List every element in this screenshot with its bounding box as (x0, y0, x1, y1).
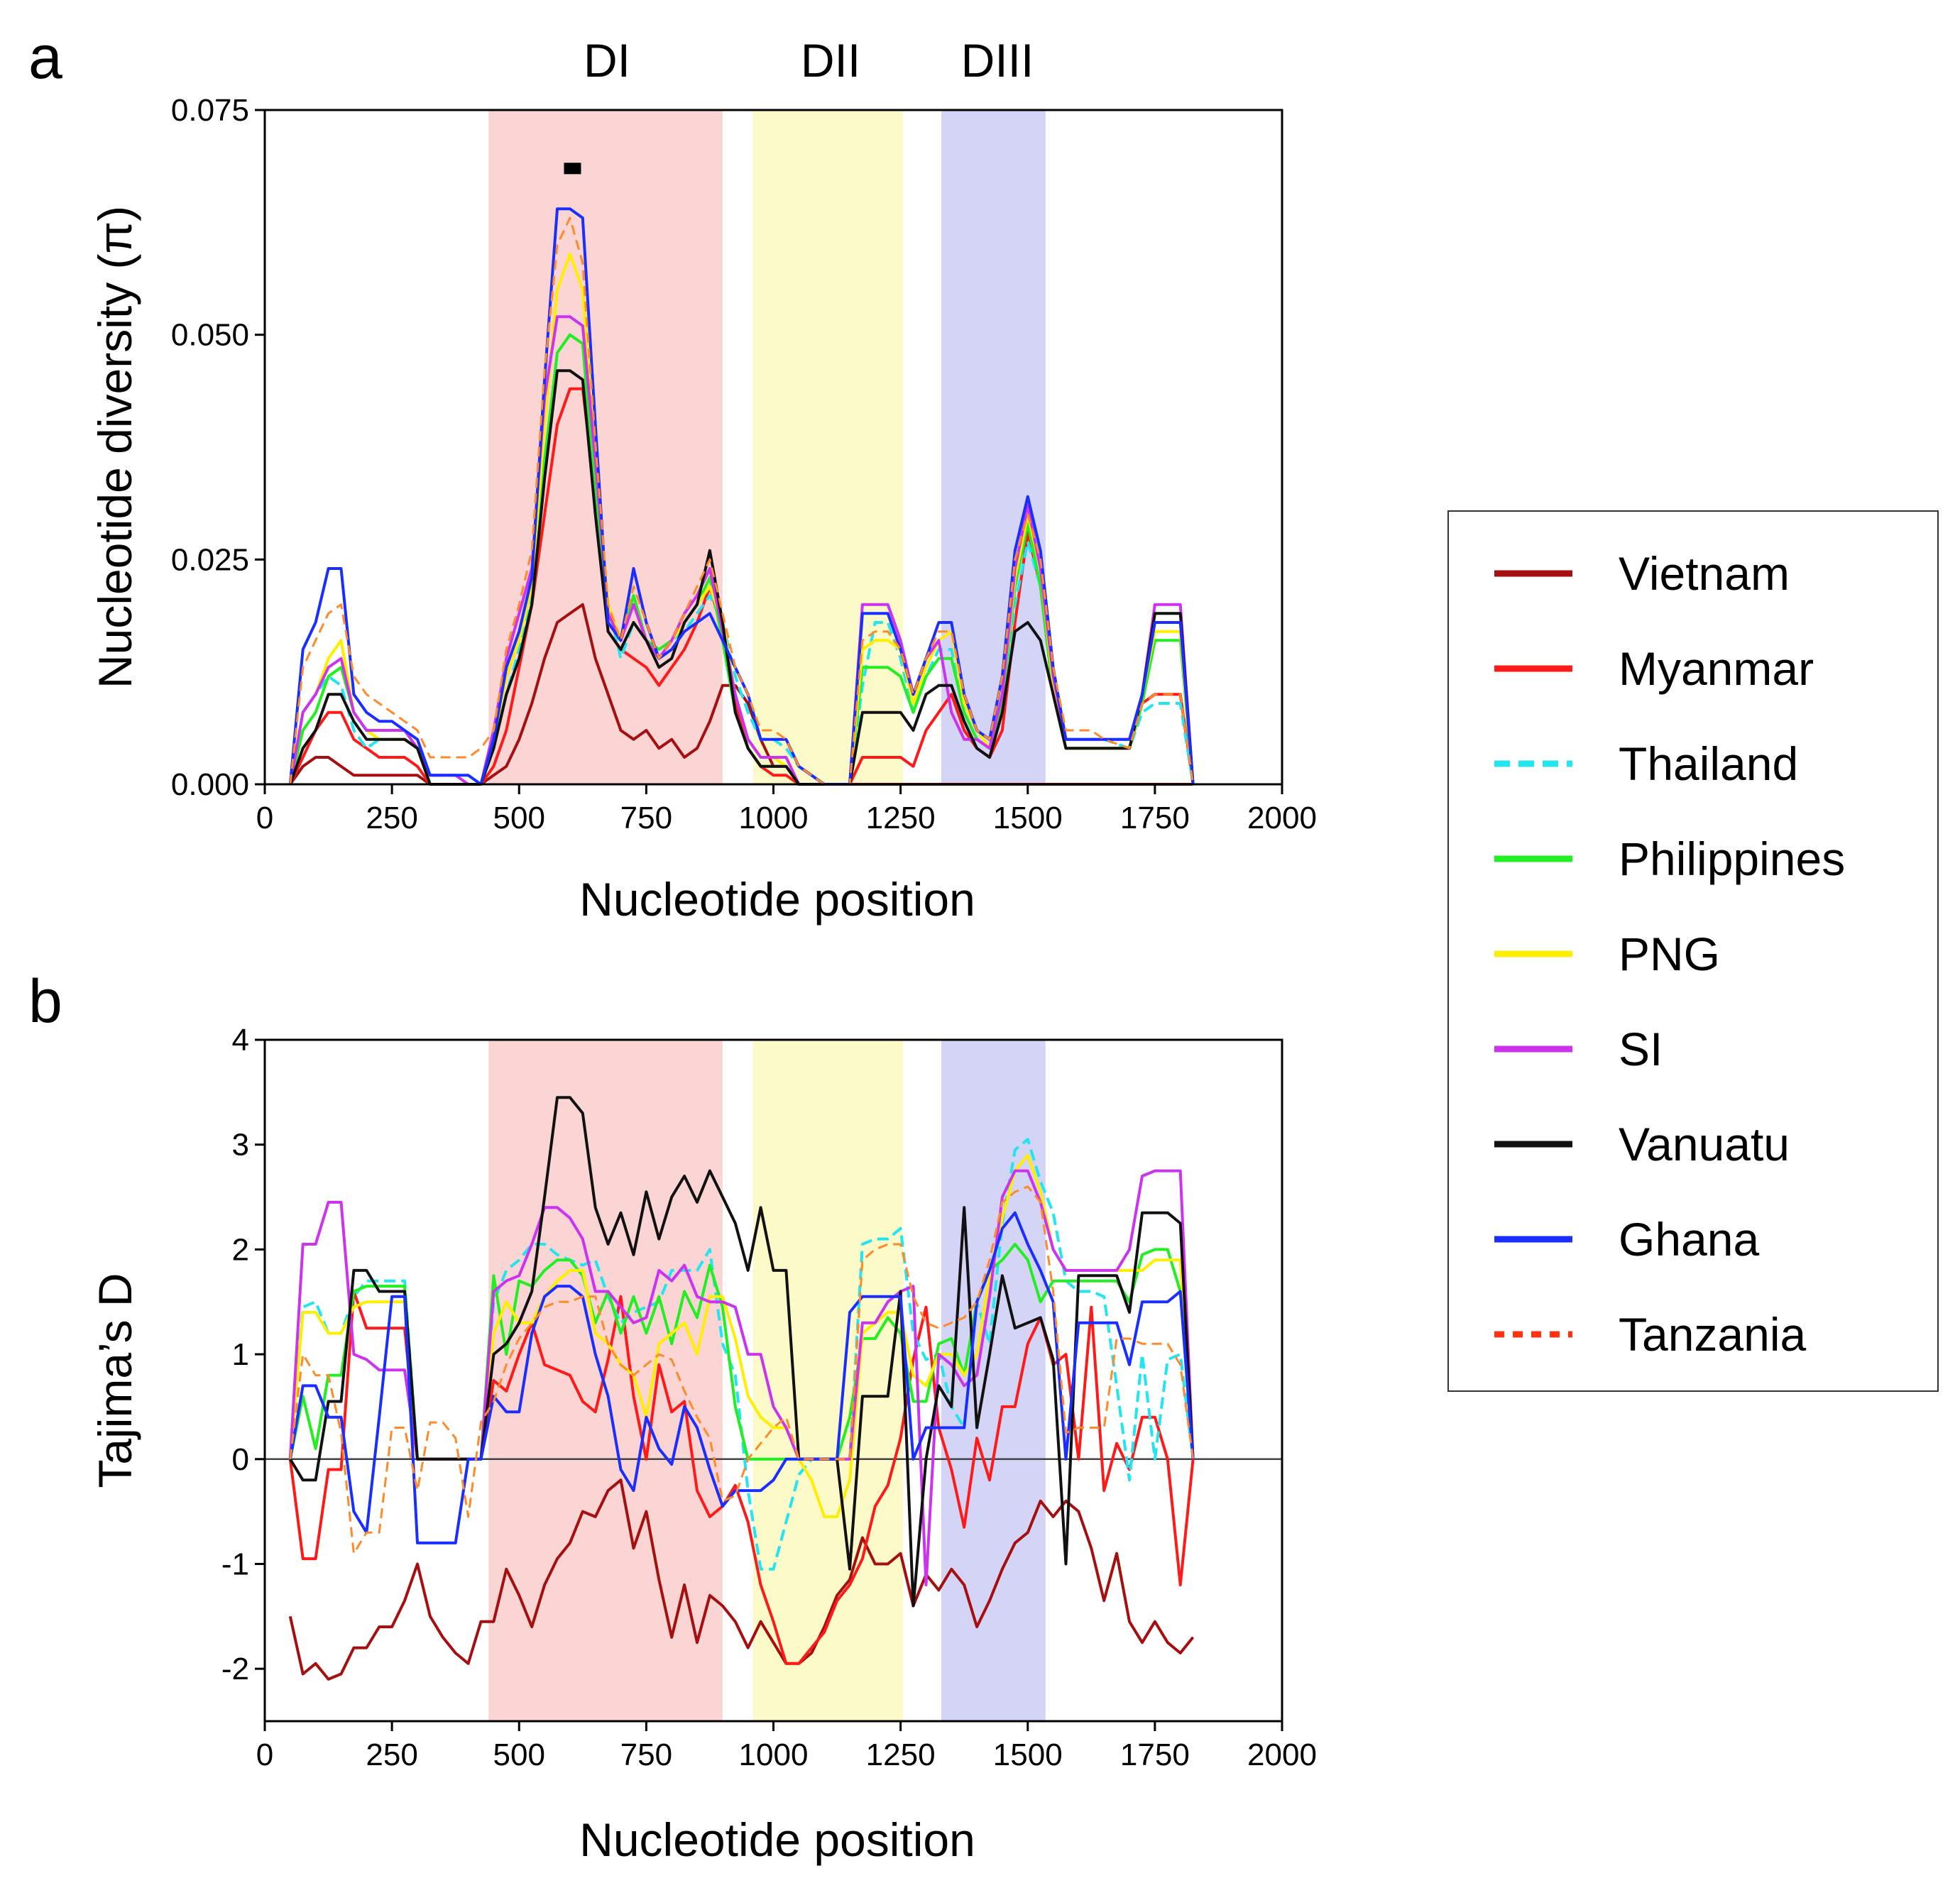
legend-label-vietnam: Vietnam (1619, 547, 1790, 600)
y-tick-label: -2 (221, 1652, 249, 1686)
legend-label-myanmar: Myanmar (1619, 642, 1814, 695)
legend: Vietnam Myanmar Thailand Philippines PNG SI Va… (1447, 510, 1939, 1392)
legend-label-vanuatu: Vanuatu (1619, 1118, 1790, 1170)
region-band-dii-b (752, 1040, 904, 1721)
x-tick-label: 0 (256, 801, 273, 835)
significance-marker (564, 163, 581, 175)
y-tick-label: 0.050 (171, 318, 249, 353)
x-tick-label: 1750 (1120, 1737, 1190, 1772)
x-tick-label: 1500 (993, 801, 1063, 835)
region-label-di: DI (584, 34, 630, 87)
x-tick-label: 1250 (866, 801, 936, 835)
series-group-b (288, 1096, 1195, 1681)
series-line-ghana-b (288, 1211, 1195, 1544)
y-axis-title-a: Nucleotide diversity (π) (89, 206, 141, 688)
legend-item-vietnam: Vietnam (1494, 547, 1790, 600)
x-tick-label: 1750 (1120, 801, 1190, 835)
series-line-vanuatu-b (289, 1096, 1195, 1608)
marker-layer-a (564, 163, 581, 175)
legend-item-png: PNG (1494, 928, 1720, 980)
x-tick-label: 1500 (993, 1737, 1063, 1772)
legend-item-myanmar: Myanmar (1494, 642, 1814, 695)
y-tick-label: 2 (232, 1232, 249, 1267)
y-tick-label: 4 (232, 1023, 249, 1058)
legend-label-ghana: Ghana (1619, 1213, 1759, 1266)
y-tick-label: 0.025 (171, 542, 249, 577)
legend-item-thailand: Thailand (1494, 737, 1798, 790)
series-line-tanzania-b (289, 1185, 1195, 1555)
panel-label-a: a (28, 23, 62, 92)
y-tick-label: -1 (221, 1547, 249, 1581)
series-line-ghana-a (288, 207, 1195, 786)
x-tick-label: 500 (493, 801, 545, 835)
x-tick-label: 250 (366, 1737, 417, 1772)
region-band-diii-b (941, 1040, 1046, 1721)
region-band-di-b (488, 1040, 723, 1721)
y-tick-label: 3 (232, 1128, 249, 1163)
x-tick-label: 750 (620, 1737, 672, 1772)
x-axis-title-b: Nucleotide position (579, 1813, 975, 1866)
y-axis-title-b: Tajima’s D (89, 1273, 141, 1488)
legend-item-tanzania: Tanzania (1494, 1308, 1806, 1361)
region-bands-b (488, 1040, 1046, 1721)
legend-item-philippines: Philippines (1494, 833, 1845, 885)
axis-ticks-a: 0 250 500 750 1000 1250 1500 1750 2000 0.000 0.025… (171, 93, 1317, 835)
x-tick-label: 2000 (1247, 801, 1317, 835)
legend-item-si: SI (1494, 1023, 1663, 1075)
y-tick-label: 1 (232, 1337, 249, 1372)
x-tick-label: 1000 (739, 801, 809, 835)
legend-label-tanzania: Tanzania (1619, 1308, 1806, 1361)
x-tick-label: 250 (366, 801, 417, 835)
legend-items: Vietnam Myanmar Thailand Philippines PNG SI Va… (1494, 547, 1845, 1361)
x-axis-title-a: Nucleotide position (579, 873, 975, 926)
x-tick-label: 1000 (739, 1737, 809, 1772)
panel-label-b: b (28, 967, 62, 1036)
y-tick-label: 0.075 (171, 93, 249, 128)
legend-label-thailand: Thailand (1619, 737, 1798, 790)
legend-item-ghana: Ghana (1494, 1213, 1759, 1266)
region-label-diii: DIII (961, 34, 1034, 87)
x-tick-label: 500 (493, 1737, 545, 1772)
axis-ticks-b: 0 250 500 750 1000 1250 1500 1750 2000 -2 -1 0 1 2 3 4 (221, 1023, 1317, 1772)
legend-item-vanuatu: Vanuatu (1494, 1118, 1790, 1170)
y-tick-label: 0 (232, 1442, 249, 1477)
panel-a: a DI DII DIII 0 250 500 750 1000 1250 1500 1750… (28, 23, 1317, 926)
x-tick-label: 750 (620, 801, 672, 835)
x-tick-label: 0 (256, 1737, 273, 1772)
legend-label-si: SI (1619, 1023, 1663, 1075)
region-label-dii: DII (801, 34, 860, 87)
legend-label-philippines: Philippines (1619, 833, 1845, 885)
x-tick-label: 1250 (866, 1737, 936, 1772)
region-band-di-a (488, 110, 723, 784)
x-tick-label: 2000 (1247, 1737, 1317, 1772)
series-line-tanzania-a (289, 216, 1195, 786)
series-line-vietnam-b (288, 1478, 1195, 1681)
legend-label-png: PNG (1619, 928, 1720, 980)
panel-b: b 0 250 500 750 1000 1250 1500 1750 2000 -2 -1 0 1 2 3… (28, 967, 1317, 1866)
y-tick-label: 0.000 (171, 767, 249, 802)
region-band-dii-a (752, 110, 904, 784)
